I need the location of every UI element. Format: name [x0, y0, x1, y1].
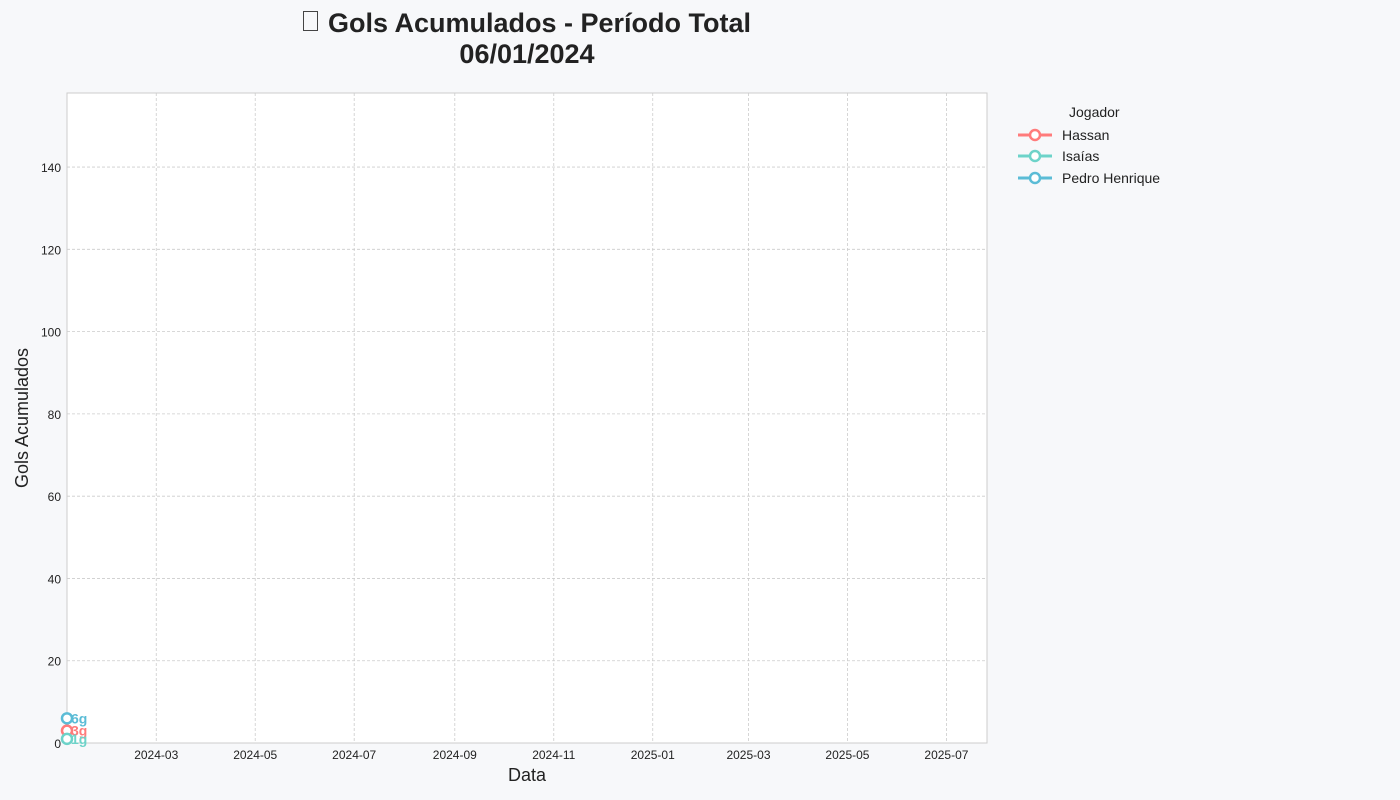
- x-tick-label: 2025-03: [726, 748, 770, 762]
- x-tick-label: 2025-01: [631, 748, 675, 762]
- legend-label: Pedro Henrique: [1062, 169, 1161, 186]
- legend-swatch: [1018, 128, 1052, 141]
- chart-title: Gols Acumulados - Período Total 06/01/20…: [67, 8, 987, 70]
- data-point: [60, 712, 74, 725]
- x-axis-label: Data: [508, 765, 547, 785]
- legend-swatch: [1018, 171, 1052, 184]
- chart-title-line1: Gols Acumulados - Período Total: [327, 8, 752, 38]
- end-label: 1g: [71, 731, 87, 747]
- y-tick-label: 140: [41, 161, 61, 175]
- y-tick-label: 0: [54, 737, 61, 751]
- x-tick-label: 2024-07: [332, 748, 376, 762]
- legend-item: Hassan: [1010, 124, 1200, 146]
- legend-title: Jogador: [1069, 104, 1120, 120]
- legend-label: Isaías: [1062, 148, 1100, 165]
- end-label: 6g: [71, 710, 87, 726]
- legend: Jogador Hassan Isaías Pedro Henrique: [1010, 104, 1200, 189]
- y-axis-label: Gols Acumulados: [12, 348, 32, 488]
- missing-glyph-icon: [302, 11, 318, 31]
- legend-item: Pedro Henrique: [1010, 167, 1200, 189]
- y-tick-label: 40: [48, 572, 62, 586]
- x-tick-labels: 2024-03 2024-05 2024-07 2024-09 2024-11 2025-…: [134, 748, 969, 762]
- x-tick-label: 2024-09: [433, 748, 477, 762]
- legend-item: Isaías: [1010, 146, 1200, 168]
- x-tick-label: 2024-11: [532, 748, 575, 762]
- legend-label: Hassan: [1062, 126, 1110, 143]
- y-tick-label: 120: [41, 243, 61, 257]
- data-point: [60, 732, 74, 746]
- x-tick-label: 2024-05: [233, 748, 277, 762]
- x-tick-label: 2024-03: [134, 748, 178, 762]
- end-label: 3g: [71, 723, 87, 739]
- plot-area: [66, 92, 988, 744]
- y-tick-label: 60: [48, 490, 62, 504]
- y-tick-label: 100: [41, 326, 61, 340]
- y-tick-labels: 0 20 40 60 80 100 120 140: [41, 161, 61, 751]
- y-tick-label: 80: [48, 408, 62, 422]
- y-tick-label: 20: [48, 655, 62, 669]
- legend-swatch: [1018, 150, 1052, 163]
- x-tick-label: 2025-07: [924, 748, 968, 762]
- chart-title-line2: 06/01/2024: [459, 39, 595, 69]
- grid-lines: [67, 93, 987, 743]
- x-tick-label: 2025-05: [825, 748, 869, 762]
